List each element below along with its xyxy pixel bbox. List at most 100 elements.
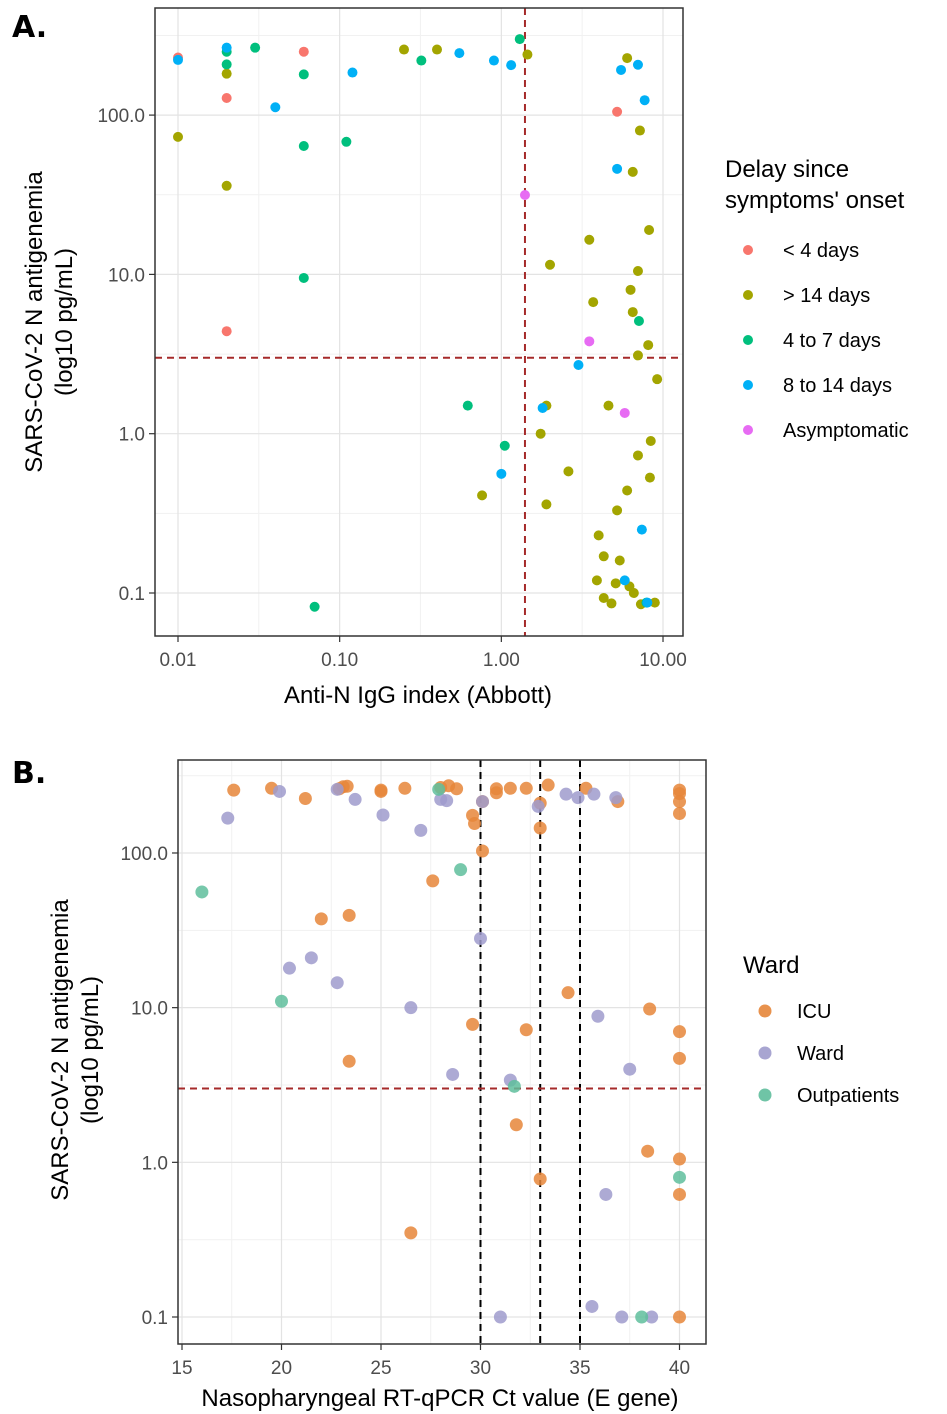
y-tick-label: 100.0 xyxy=(120,844,168,865)
panel-a-x-axis-title: Anti-N IgG index (Abbott) xyxy=(284,682,552,709)
panel-a-letter: A. xyxy=(12,10,47,45)
data-point xyxy=(616,64,627,75)
data-point xyxy=(612,505,623,516)
panel-b-x-axis: 15 20 25 30 35 40 xyxy=(171,1344,690,1379)
data-point xyxy=(619,575,630,586)
data-point xyxy=(330,782,344,796)
data-point xyxy=(588,297,599,308)
data-point xyxy=(644,472,655,483)
legend-key xyxy=(743,290,753,300)
panel-b-letter: B. xyxy=(12,756,46,791)
data-point xyxy=(221,42,232,53)
data-point xyxy=(561,986,575,1000)
panel-b-chart: 15 20 25 30 35 40 0.1 1.0 10.0 100.0 Nasopharyng… xyxy=(47,759,899,1412)
data-point xyxy=(673,1187,686,1201)
data-point xyxy=(466,1017,480,1031)
legend-key xyxy=(743,425,753,435)
data-point xyxy=(298,140,309,151)
panel-a-grid xyxy=(155,8,683,636)
data-point xyxy=(506,60,517,71)
data-point xyxy=(537,402,548,413)
data-point xyxy=(599,1187,613,1201)
panel-a-border xyxy=(154,7,684,637)
data-point xyxy=(503,781,517,795)
data-point xyxy=(446,1067,460,1081)
data-point xyxy=(649,597,660,608)
data-point xyxy=(632,266,643,277)
data-point xyxy=(450,782,464,796)
data-point xyxy=(673,795,686,809)
x-tick-label: 25 xyxy=(370,1358,391,1379)
legend-key xyxy=(758,1088,772,1102)
data-point xyxy=(432,44,443,55)
panel-b-legend: Ward ICU Ward Outpatients xyxy=(743,952,899,1107)
data-point xyxy=(641,1144,655,1158)
data-point xyxy=(673,1152,686,1166)
y-tick-label: 10.0 xyxy=(131,999,168,1020)
data-point xyxy=(221,326,232,337)
y-tick-label: 0.1 xyxy=(119,584,145,605)
panel-b-x-axis-title: Nasopharyngeal RT-qPCR Ct value (E gene) xyxy=(201,1385,678,1412)
legend-label: ICU xyxy=(797,1001,831,1023)
data-point xyxy=(673,1170,686,1184)
data-point xyxy=(488,55,499,66)
data-point xyxy=(644,224,655,235)
legend-key xyxy=(758,1046,772,1060)
panel-a-chart: 0.01 0.10 1.00 10.00 0.1 1.0 10.0 100.0 Anti-N… xyxy=(21,7,909,709)
data-point xyxy=(341,136,352,147)
data-point xyxy=(584,234,595,245)
data-point xyxy=(404,1001,418,1015)
data-point xyxy=(275,994,288,1008)
data-point xyxy=(221,93,232,104)
panel-b-y-axis-title-line1: SARS-CoV-2 N antigenemia xyxy=(47,899,74,1201)
y-tick-label: 1.0 xyxy=(119,425,145,446)
y-tick-label: 10.0 xyxy=(108,265,145,286)
data-point xyxy=(541,778,555,792)
data-point xyxy=(535,428,546,439)
data-point xyxy=(606,598,617,609)
x-tick-label: 40 xyxy=(669,1358,690,1379)
data-point xyxy=(347,67,358,78)
data-point xyxy=(612,163,623,174)
data-point xyxy=(398,781,412,795)
data-point xyxy=(673,1025,686,1039)
data-point xyxy=(584,336,595,347)
data-point xyxy=(221,811,235,825)
x-tick-label: 20 xyxy=(271,1358,292,1379)
data-point xyxy=(426,874,440,888)
data-point xyxy=(533,1172,547,1186)
legend-label: > 14 days xyxy=(783,285,870,307)
data-point xyxy=(475,844,489,858)
legend-key xyxy=(758,1004,772,1018)
data-point xyxy=(270,102,281,113)
data-point xyxy=(227,783,241,797)
data-point xyxy=(627,307,638,318)
data-point xyxy=(298,272,309,283)
x-tick-label: 0.10 xyxy=(321,650,358,671)
data-point xyxy=(652,374,663,385)
data-point xyxy=(598,551,609,562)
data-point xyxy=(314,912,328,926)
data-point xyxy=(632,350,643,361)
data-point xyxy=(633,315,644,326)
data-point xyxy=(573,359,584,370)
panel-a-x-axis: 0.01 0.10 1.00 10.00 xyxy=(160,636,687,671)
data-point xyxy=(304,951,318,965)
data-point xyxy=(221,68,232,79)
data-point xyxy=(221,59,232,70)
panel-b-y-axis-title: SARS-CoV-2 N antigenemia (log10 pg/mL) xyxy=(47,899,104,1201)
data-point xyxy=(454,48,465,59)
data-point xyxy=(645,435,656,446)
data-point xyxy=(609,791,623,805)
data-point xyxy=(591,1009,605,1023)
legend-label: Ward xyxy=(797,1043,844,1065)
data-point xyxy=(519,190,530,201)
data-point xyxy=(610,578,621,589)
data-point xyxy=(468,817,482,831)
data-point xyxy=(632,59,643,70)
legend-label: 4 to 7 days xyxy=(783,330,881,352)
data-point xyxy=(298,69,309,80)
data-point xyxy=(541,499,552,510)
data-point xyxy=(432,782,446,796)
panel-a-legend-title-line1: Delay since xyxy=(725,156,849,183)
